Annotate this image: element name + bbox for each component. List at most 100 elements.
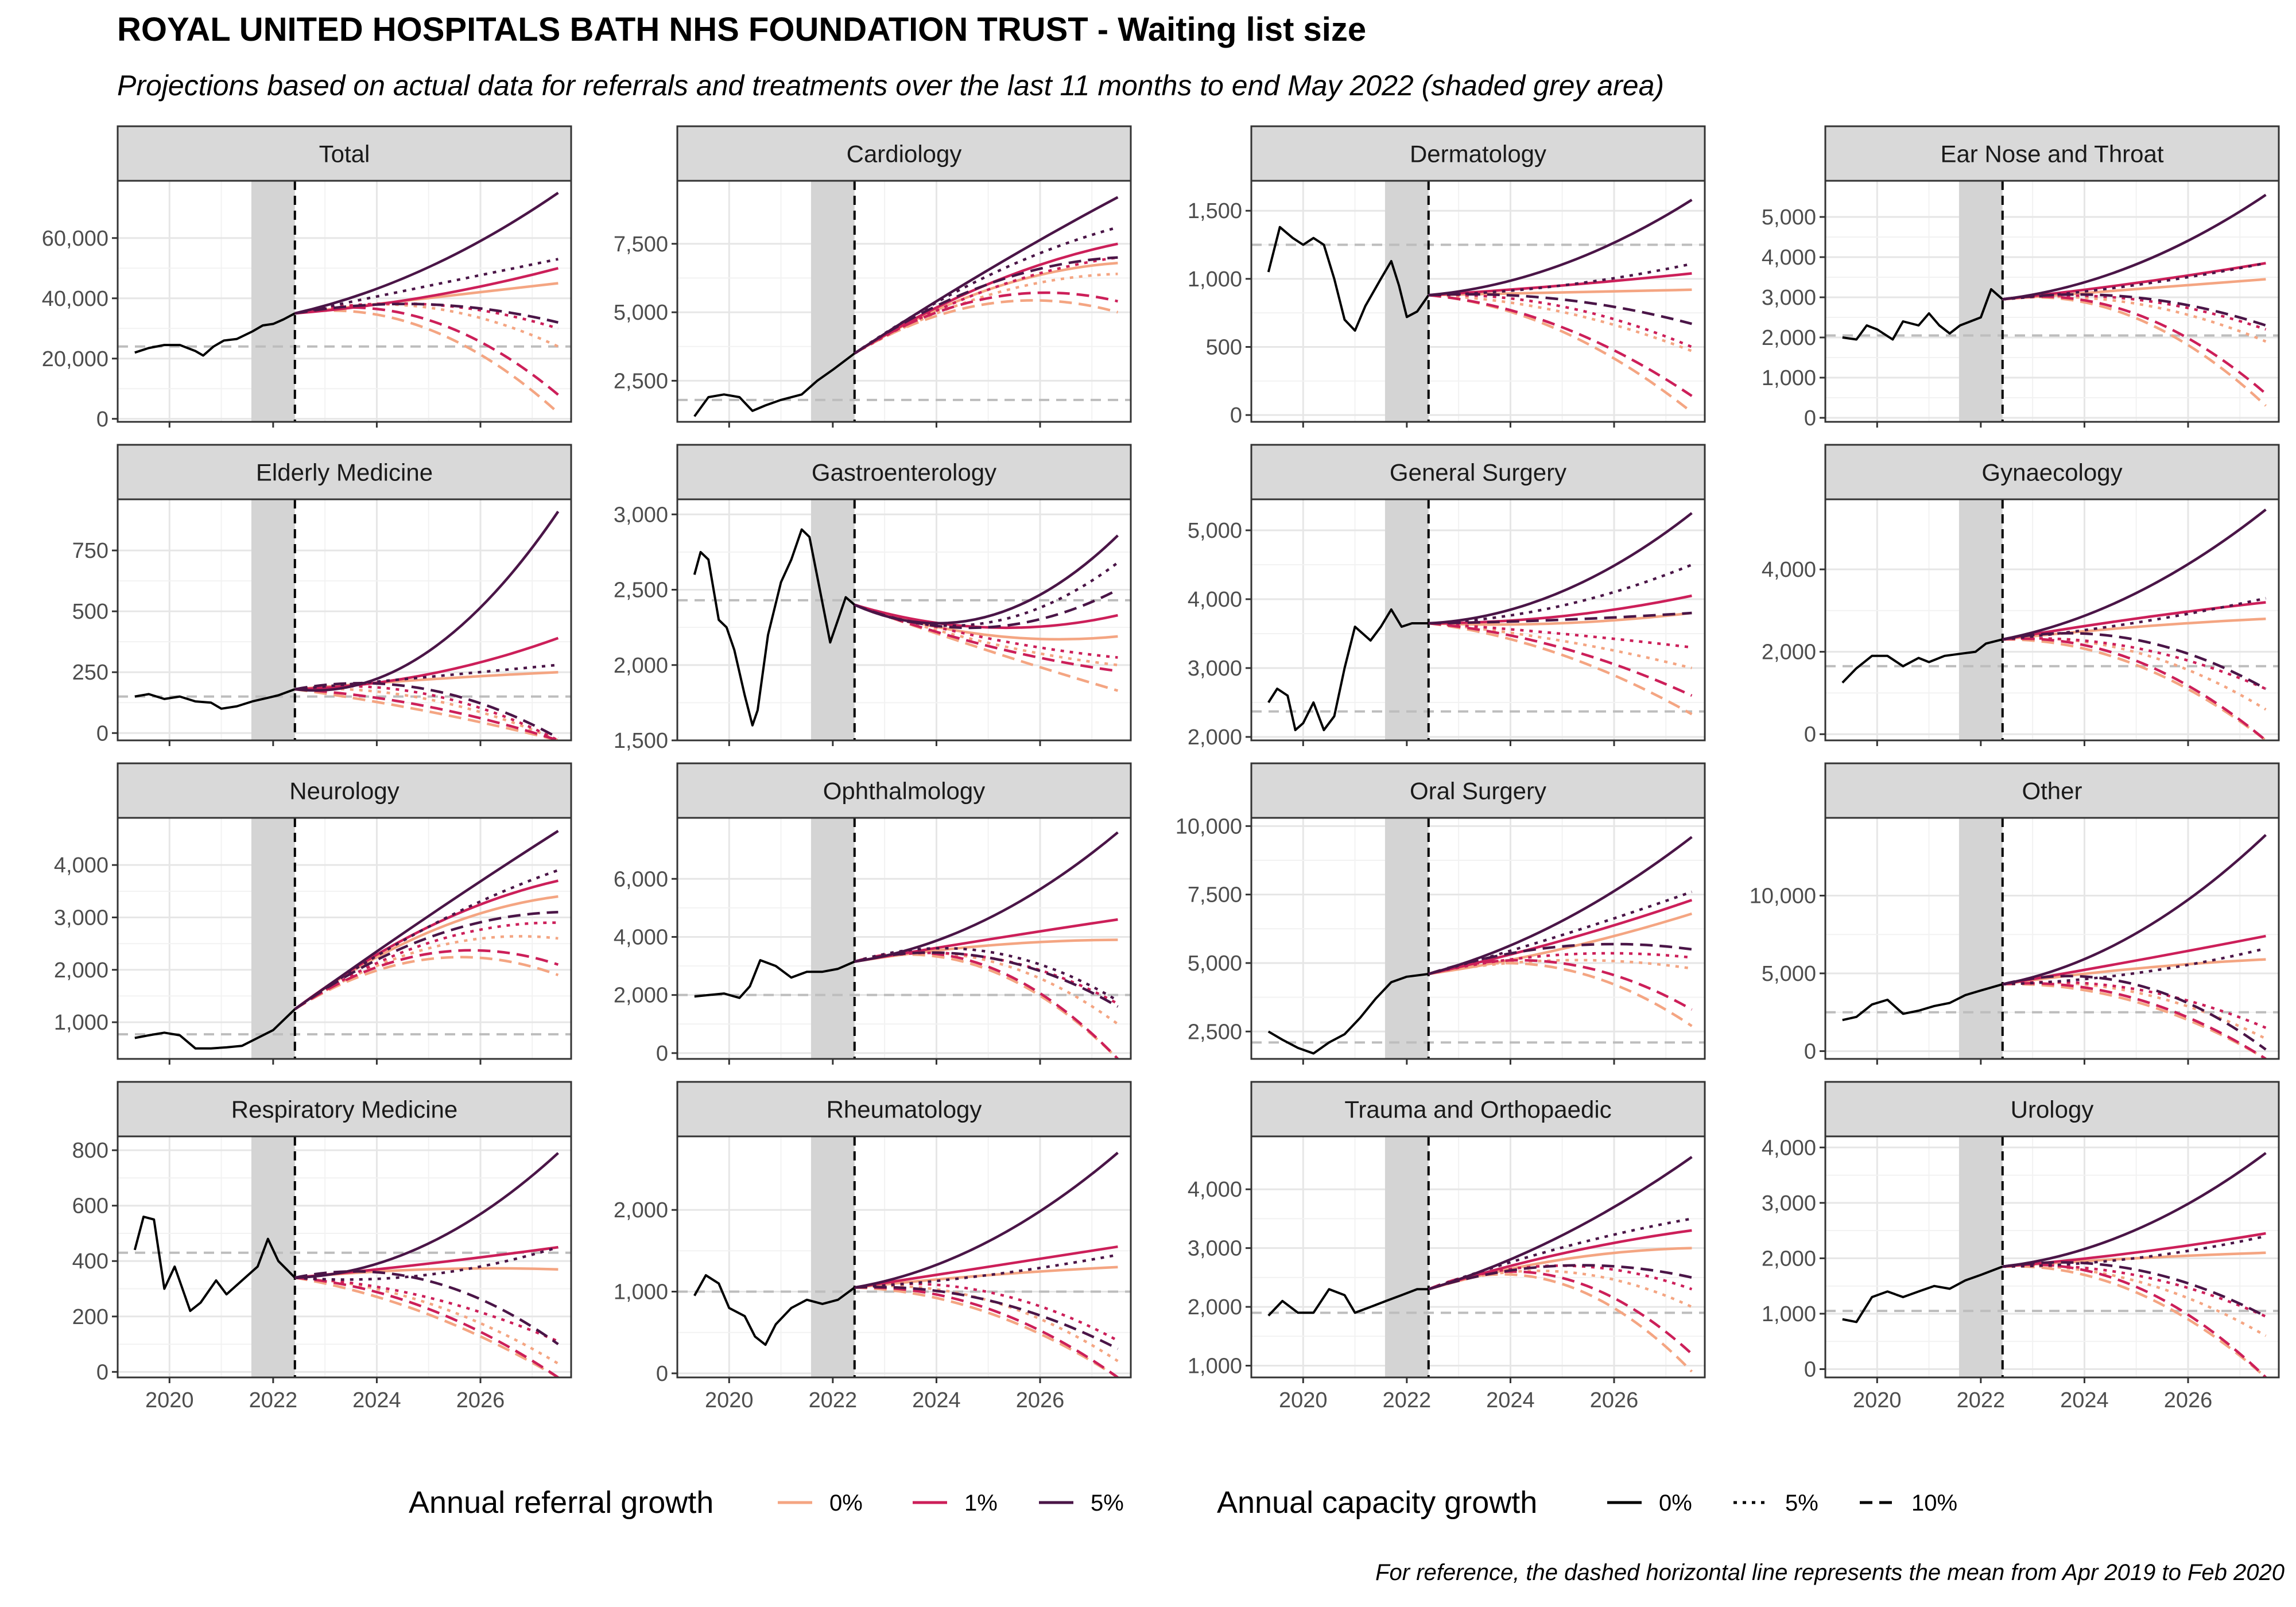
x-tick-label: 2024 [352, 1388, 401, 1412]
facet-strip [1250, 1081, 1706, 1138]
panel-total: Total 0 20,000 40,000 60,000 [42, 125, 572, 432]
facet-title: Rheumatology [827, 1096, 982, 1123]
facet-strip [117, 762, 572, 819]
legend-label-referral-0: 0% [829, 1490, 863, 1516]
facet-title: Ear Nose and Throat [1940, 141, 2163, 168]
series-group [677, 499, 1131, 740]
x-tick-label: 2022 [809, 1388, 858, 1412]
y-tick-label: 200 [72, 1305, 108, 1329]
y-tick-label: 10,000 [1750, 884, 1816, 908]
projection-r0-c5 [2002, 981, 2267, 1040]
plot-border [1824, 817, 2280, 1060]
projection-r1-c0 [294, 267, 559, 315]
legend-label-capacity-1: 5% [1785, 1490, 1818, 1516]
plot-border [1824, 1135, 2280, 1379]
series-group [1825, 818, 2279, 1059]
y-tick-label: 10,000 [1176, 814, 1242, 839]
series-group [1825, 181, 2279, 422]
y-tick-label: 5,000 [1188, 952, 1242, 976]
panel-oral-surgery: Oral Surgery 2,500 5,000 7,500 10,000 [1176, 762, 1706, 1065]
panel-respiratory-medicine: Respiratory Medicine 0 200 400 600 800 2020 202… [72, 1081, 572, 1412]
projection-r1-c5 [854, 1282, 1119, 1342]
facet-strip [1250, 125, 1706, 182]
actuals-shaded-area [1384, 181, 1429, 422]
plot-border [1250, 817, 1706, 1060]
actuals-shaded-area [1958, 499, 2003, 740]
projection-r1-c10 [1428, 294, 1693, 397]
projection-r5-c0 [294, 829, 559, 1011]
plot-border [1824, 498, 2280, 742]
facet-title: Total [319, 141, 370, 168]
y-tick-label: 4,000 [1188, 588, 1242, 612]
plot-border [676, 1135, 1132, 1379]
y-tick-label: 4,000 [1762, 558, 1816, 582]
projection-r1-c5 [2002, 1264, 2267, 1318]
panel-cardiology: Cardiology 2,500 5,000 7,500 [614, 125, 1132, 428]
plot-background [118, 818, 571, 1059]
projection-r1-c10 [294, 949, 559, 1011]
projection-r1-c5 [2002, 637, 2267, 690]
projection-r5-c10 [854, 256, 1118, 355]
chart-caption: For reference, the dashed horizontal lin… [1375, 1560, 2285, 1585]
y-tick-label: 0 [1230, 403, 1242, 428]
actuals-shaded-area [251, 1136, 295, 1377]
facet-title: Respiratory Medicine [231, 1096, 458, 1123]
projection-r5-c0 [294, 192, 559, 315]
panel-trauma-and-orthopaedic: Trauma and Orthopaedic 1,000 2,000 3,000 4,0… [1188, 1081, 1706, 1412]
y-tick-label: 600 [72, 1194, 108, 1218]
y-tick-label: 800 [72, 1139, 108, 1163]
plot-background [1825, 181, 2279, 422]
y-tick-label: 2,000 [1188, 725, 1242, 750]
y-tick-label: 6,000 [614, 867, 668, 891]
history-series [134, 312, 296, 357]
legend-referral-title: Annual referral growth [409, 1485, 713, 1520]
actuals-shaded-area [251, 181, 295, 422]
facet-title: Elderly Medicine [256, 459, 433, 486]
actuals-shaded-area [810, 499, 855, 740]
projection-r5-c5 [854, 561, 1119, 627]
projection-r5-c0 [294, 510, 560, 692]
y-tick-label: 2,500 [1188, 1020, 1242, 1044]
y-tick-label: 4,000 [614, 925, 668, 949]
y-tick-label: 0 [96, 1360, 108, 1384]
y-tick-label: 3,000 [1762, 286, 1816, 310]
plot-border [676, 498, 1132, 742]
projection-r1-c0 [854, 1245, 1118, 1289]
history-series [693, 1274, 855, 1346]
projection-r0-c5 [854, 273, 1118, 355]
y-tick-label: 1,500 [1188, 199, 1242, 223]
facet-strip [117, 1081, 572, 1138]
projection-r1-c10 [2002, 295, 2267, 395]
y-tick-label: 0 [1804, 1358, 1816, 1382]
plot-border [117, 180, 572, 423]
history-series [1841, 638, 2003, 684]
projection-r0-c5 [294, 687, 559, 740]
panel-neurology: Neurology 1,000 2,000 3,000 4,000 [54, 762, 572, 1065]
y-tick-label: 500 [72, 600, 108, 624]
series-group [118, 499, 571, 740]
projection-r0-c10 [854, 953, 1119, 1059]
y-tick-label: 0 [1804, 1039, 1816, 1063]
panel-dermatology: Dermatology 0 500 1,000 1,500 [1188, 125, 1706, 428]
projection-r0-c10 [1428, 622, 1693, 716]
y-tick-label: 3,000 [1188, 657, 1242, 681]
actuals-shaded-area [810, 818, 855, 1059]
facet-title: Neurology [289, 778, 399, 805]
projection-r0-c5 [1428, 294, 1693, 352]
x-tick-label: 2022 [1957, 1388, 2006, 1412]
history-series [1842, 1266, 2003, 1323]
projection-r0-c5 [294, 935, 559, 1011]
projection-r0-c0 [1428, 912, 1693, 976]
projection-r0-c10 [854, 299, 1119, 355]
projection-r0-c0 [1428, 611, 1692, 626]
y-tick-label: 7,500 [614, 232, 668, 257]
projection-r5-c5 [1428, 563, 1693, 625]
projection-r5-c0 [1428, 199, 1693, 297]
projection-r0-c0 [854, 1266, 1118, 1289]
y-tick-label: 500 [1206, 335, 1242, 359]
series-group [677, 818, 1131, 1059]
y-tick-label: 2,000 [614, 1198, 668, 1222]
y-tick-label: 3,000 [54, 906, 108, 930]
projection-r0-c10 [294, 956, 559, 1011]
y-tick-label: 1,000 [1762, 366, 1816, 390]
